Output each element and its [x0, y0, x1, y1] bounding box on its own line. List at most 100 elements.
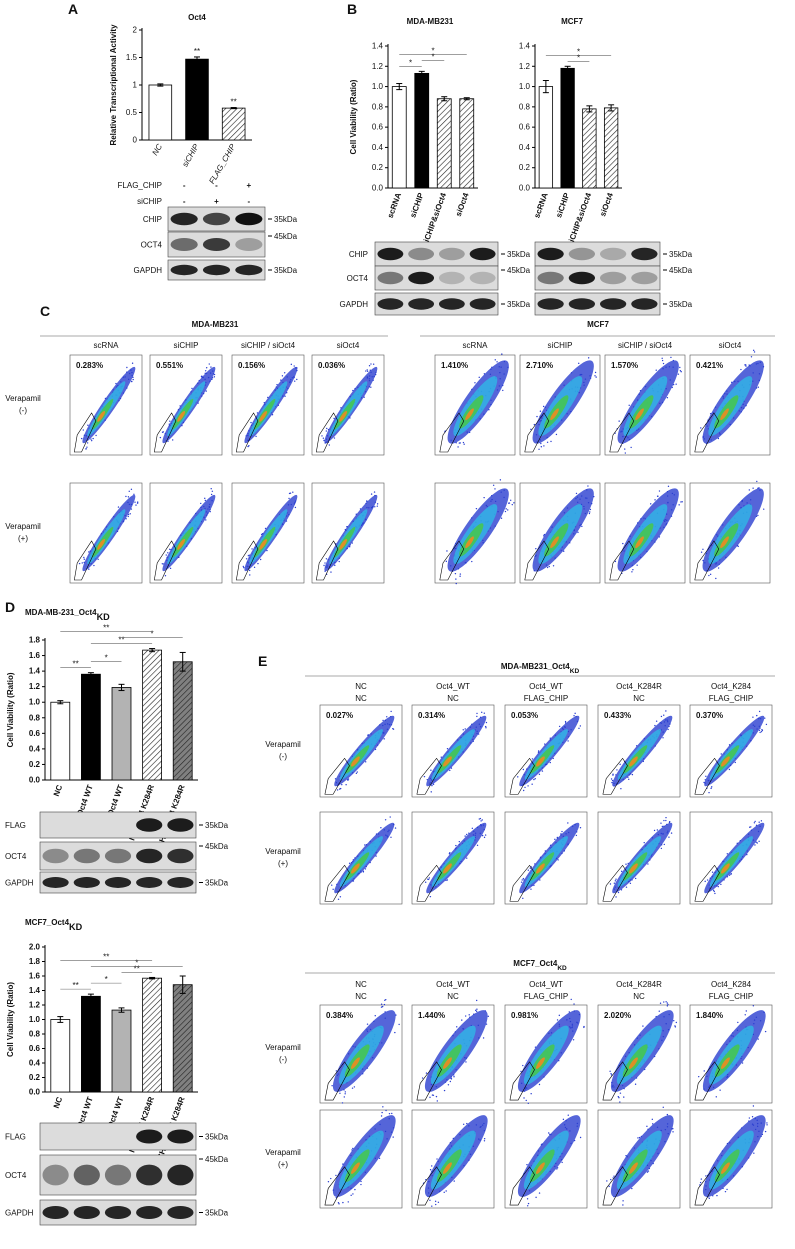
event-dot — [365, 370, 366, 371]
event-dot — [431, 1165, 432, 1166]
side-population-percent: 2.020% — [604, 1011, 631, 1020]
size-marker: 35kDa — [205, 879, 229, 888]
event-dot — [716, 1096, 717, 1097]
event-dot — [87, 425, 88, 426]
event-dot — [581, 526, 582, 527]
event-dot — [520, 1071, 521, 1072]
event-dot — [430, 896, 431, 897]
y-tick-label: 0.6 — [29, 1044, 41, 1053]
significance-label: ** — [103, 952, 109, 961]
blot-band — [439, 298, 465, 309]
event-dot — [479, 818, 480, 819]
event-dot — [758, 841, 759, 842]
event-dot — [125, 496, 126, 497]
significance-label: * — [151, 630, 154, 639]
y-tick-label: 0 — [133, 136, 138, 145]
event-dot — [553, 565, 554, 566]
blot-band — [74, 849, 100, 864]
blot-band — [538, 298, 564, 309]
event-dot — [363, 871, 364, 872]
event-dot — [461, 1019, 462, 1020]
column-label: siCHIP — [548, 341, 573, 350]
event-dot — [676, 1022, 677, 1023]
event-dot — [482, 819, 483, 820]
event-dot — [481, 712, 482, 713]
event-dot — [81, 438, 82, 439]
y-tick-label: 0.6 — [519, 123, 531, 132]
event-dot — [296, 379, 297, 380]
event-dot — [369, 365, 370, 366]
event-dot — [480, 820, 481, 821]
event-dot — [466, 1123, 467, 1124]
event-dot — [714, 893, 715, 894]
event-dot — [667, 1114, 668, 1115]
column-label: FLAG_CHIP — [524, 992, 568, 1001]
event-dot — [615, 561, 616, 562]
blot-band — [538, 272, 564, 284]
event-dot — [716, 1195, 717, 1196]
event-dot — [384, 1004, 385, 1005]
event-dot — [457, 446, 458, 447]
event-dot — [678, 373, 679, 374]
event-dot — [392, 1136, 393, 1137]
event-dot — [477, 845, 478, 846]
event-dot — [521, 881, 522, 882]
blot-band — [600, 298, 626, 309]
event-dot — [615, 879, 616, 880]
event-dot — [667, 1002, 668, 1003]
event-dot — [763, 508, 764, 509]
event-dot — [663, 1001, 664, 1002]
blot-band — [105, 849, 131, 864]
event-dot — [571, 999, 572, 1000]
blot-band — [439, 248, 465, 260]
event-dot — [426, 1072, 427, 1073]
event-dot — [345, 1091, 346, 1092]
event-dot — [642, 1025, 643, 1026]
significance-label: * — [105, 975, 108, 984]
event-dot — [438, 1202, 439, 1203]
event-dot — [205, 370, 206, 371]
event-dot — [328, 1181, 329, 1182]
x-tick-label: scRNA — [532, 191, 550, 219]
side-population-percent: 0.156% — [238, 361, 265, 370]
event-dot — [132, 379, 133, 380]
group-title: MCF7_Oct4KD — [513, 959, 567, 972]
blot-band — [203, 238, 230, 251]
event-dot — [567, 740, 568, 741]
bar — [561, 68, 574, 188]
event-dot — [549, 566, 550, 567]
event-dot — [459, 841, 460, 842]
event-dot — [754, 351, 755, 352]
event-dot — [472, 828, 473, 829]
side-population-percent: 2.710% — [526, 361, 553, 370]
column-label: siOct4 — [337, 341, 360, 350]
event-dot — [250, 422, 251, 423]
blot-row-label: FLAG — [5, 821, 26, 830]
group-title-text: MCF7 — [587, 320, 609, 329]
event-dot — [391, 1113, 392, 1114]
event-dot — [568, 1115, 569, 1116]
event-dot — [528, 1103, 529, 1104]
event-dot — [85, 448, 86, 449]
lane-sign: - — [215, 181, 218, 190]
panel-label: D — [5, 599, 15, 615]
event-dot — [390, 711, 391, 712]
event-dot — [665, 820, 666, 821]
event-dot — [449, 770, 450, 771]
event-dot — [563, 1119, 564, 1120]
side-population-percent: 0.283% — [76, 361, 103, 370]
significance-label: ** — [72, 660, 78, 669]
event-dot — [753, 1105, 754, 1106]
event-dot — [766, 1122, 767, 1123]
event-dot — [83, 429, 84, 430]
event-dot — [95, 435, 96, 436]
event-dot — [246, 558, 247, 559]
event-dot — [392, 728, 393, 729]
blot-band — [377, 272, 403, 284]
event-dot — [340, 896, 341, 897]
column-label: Oct4_WT — [436, 980, 470, 989]
event-dot — [746, 1010, 747, 1011]
event-dot — [632, 774, 633, 775]
event-dot — [735, 762, 736, 763]
event-dot — [752, 716, 753, 717]
